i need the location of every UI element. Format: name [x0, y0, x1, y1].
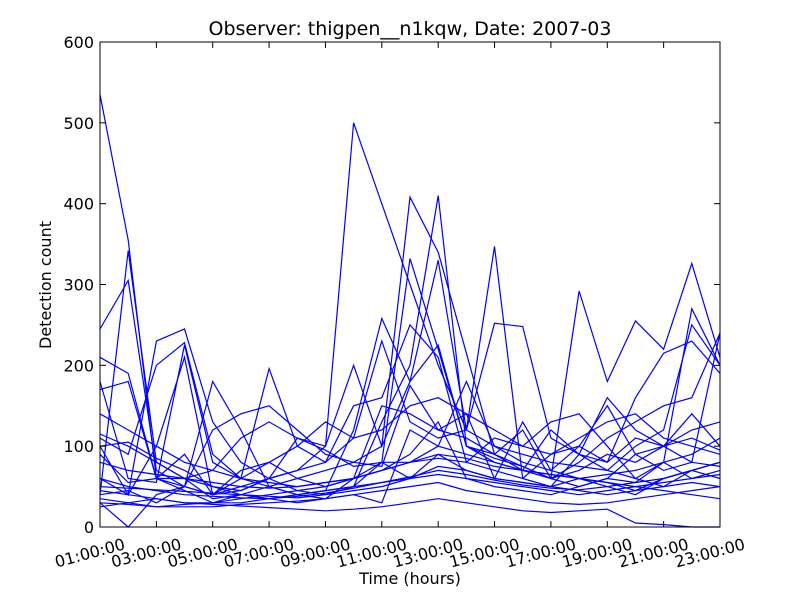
y-axis-label: Detection count: [36, 221, 55, 349]
x-axis-label: Time (hours): [358, 569, 461, 588]
y-tick-label: 600: [63, 33, 94, 52]
series-line-22: [99, 413, 721, 500]
y-tick-label: 500: [63, 114, 94, 133]
series-layer: [99, 94, 721, 528]
series-line-8: [99, 306, 721, 480]
y-tick-label: 300: [63, 276, 94, 295]
y-tick-label: 400: [63, 195, 94, 214]
y-tick-label: 100: [63, 437, 94, 456]
y-axis: 0 100 200 300 400 500 600: [63, 33, 720, 537]
series-line-19: [99, 498, 720, 528]
chart-title: Observer: thigpen__n1kqw, Date: 2007-03: [209, 18, 612, 40]
series-line-12: [99, 384, 721, 504]
y-tick-label: 0: [84, 518, 94, 537]
series-line-21: [99, 465, 721, 499]
series-line-17: [99, 481, 721, 508]
series-line-15: [99, 397, 721, 492]
series-line-18: [99, 461, 721, 500]
series-line-4: [99, 195, 721, 497]
y-tick-label: 200: [63, 356, 94, 375]
